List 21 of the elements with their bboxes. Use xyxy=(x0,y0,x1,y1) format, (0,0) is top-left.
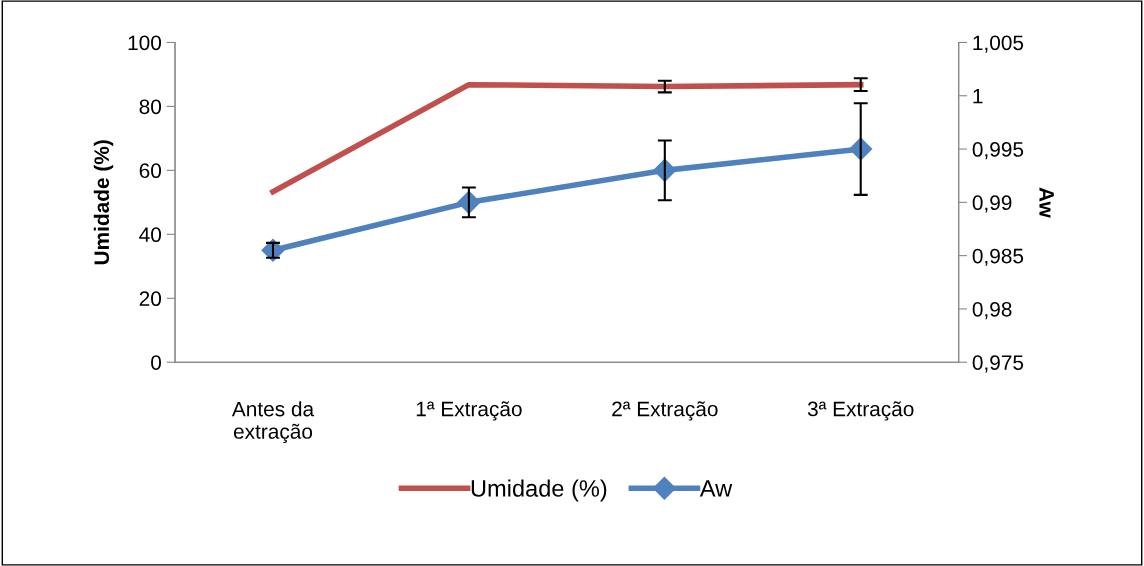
legend-label: Aw xyxy=(699,480,733,497)
legend-label: Umidade (%) xyxy=(471,479,607,502)
y2-tick-label: 1 xyxy=(973,88,983,104)
x-tick-label: Antes da extração xyxy=(231,401,315,444)
y-tick-label: 20 xyxy=(139,291,162,307)
y2-axis-title: Aw xyxy=(1039,187,1054,218)
y-tick-label: 40 xyxy=(139,227,162,243)
y-tick-label: 100 xyxy=(128,35,162,51)
y2-tick-label: 0,995 xyxy=(972,142,1024,160)
y-tick-label: 80 xyxy=(139,99,162,115)
x-tick-label: 1ª Extração xyxy=(416,401,522,421)
y2-tick-label: 0,98 xyxy=(972,301,1012,320)
y-tick-label: 0 xyxy=(151,355,162,370)
y2-tick-label: 0,975 xyxy=(972,355,1024,373)
y-tick-label: 60 xyxy=(139,163,162,179)
y2-tick-label: 0,985 xyxy=(972,248,1024,266)
y2-tick-label: 1,005 xyxy=(973,35,1024,53)
x-tick-label: 2ª Extração xyxy=(612,401,718,421)
x-tick-label: 3ª Extração xyxy=(807,401,914,421)
y-axis-title: Umidade (%) xyxy=(93,140,114,265)
y2-tick-label: 0,99 xyxy=(972,195,1012,213)
